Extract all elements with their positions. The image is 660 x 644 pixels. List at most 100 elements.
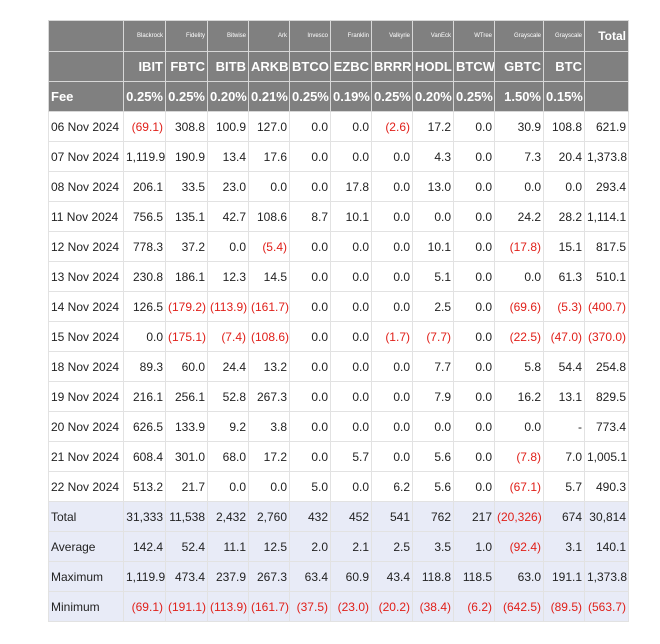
flow-value: 3.1 [543, 531, 585, 562]
flow-value: 14.5 [248, 261, 290, 292]
flow-value: (370.0) [584, 321, 629, 352]
flow-value: 0.0 [371, 141, 413, 172]
flow-value: (161.7) [248, 291, 290, 322]
flow-value: 24.4 [207, 351, 249, 382]
header-cell [584, 51, 629, 82]
flow-value: 216.1 [123, 381, 166, 412]
flow-value: (400.7) [584, 291, 629, 322]
flow-value: (17.8) [494, 231, 544, 262]
flow-value: 118.8 [412, 561, 454, 592]
flow-value: 0.0 [453, 111, 495, 142]
flow-value: (175.1) [165, 321, 208, 352]
flow-value: 0.0 [412, 201, 454, 232]
flow-value: (69.6) [494, 291, 544, 322]
fee-value: 0.15% [543, 81, 585, 112]
flow-value: 0.0 [371, 201, 413, 232]
flow-value: 0.0 [289, 291, 331, 322]
flow-value: (1.7) [371, 321, 413, 352]
flow-value: 0.0 [371, 231, 413, 262]
flow-value: 256.1 [165, 381, 208, 412]
fee-value: 1.50% [494, 81, 544, 112]
issuer-label: Grayscale [543, 20, 585, 52]
flow-value: 2,760 [248, 501, 290, 532]
flow-value: 0.0 [412, 411, 454, 442]
flow-value: 0.0 [330, 141, 372, 172]
row-label: Total [48, 501, 124, 532]
flow-value: 2.1 [330, 531, 372, 562]
flow-value: 5.0 [289, 471, 331, 502]
flow-value: 23.0 [207, 171, 249, 202]
flow-value: 21.7 [165, 471, 208, 502]
flow-value: (20.2) [371, 591, 413, 622]
row-label: 15 Nov 2024 [48, 321, 124, 352]
flow-value: (642.5) [494, 591, 544, 622]
flow-value: (69.1) [123, 591, 166, 622]
flow-value: 0.0 [289, 231, 331, 262]
flow-value: 43.4 [371, 561, 413, 592]
flow-value: 10.1 [412, 231, 454, 262]
row-label: 07 Nov 2024 [48, 141, 124, 172]
flow-value: 60.0 [165, 351, 208, 382]
flow-value: 0.0 [248, 471, 290, 502]
issuer-label: VanEck [412, 20, 454, 52]
fee-value: 0.25% [165, 81, 208, 112]
flow-value: 5.1 [412, 261, 454, 292]
flow-value: 191.1 [543, 561, 585, 592]
flow-value: 4.3 [412, 141, 454, 172]
flow-value: 108.6 [248, 201, 290, 232]
issuer-label: WTree [453, 20, 495, 52]
flow-value: 0.0 [289, 441, 331, 472]
ticker-label: EZBC [330, 51, 372, 82]
ticker-label: HODL [412, 51, 454, 82]
flow-value: 0.0 [371, 261, 413, 292]
flow-value: 1,119.9 [123, 561, 166, 592]
fee-value: 0.25% [371, 81, 413, 112]
header-cell [48, 51, 124, 82]
issuer-label: Blackrock [123, 20, 166, 52]
row-label: 14 Nov 2024 [48, 291, 124, 322]
flow-value: 142.4 [123, 531, 166, 562]
flow-value: 0.0 [371, 351, 413, 382]
flow-value: 773.4 [584, 411, 629, 442]
row-label: 18 Nov 2024 [48, 351, 124, 382]
table-body: Blackrock Fidelity Bitwise Ark Invesco Frankl… [48, 20, 629, 622]
ticker-label: BTCW [453, 51, 495, 82]
flow-value: 0.0 [248, 171, 290, 202]
flow-value: 30,814 [584, 501, 629, 532]
row-label: 20 Nov 2024 [48, 411, 124, 442]
flow-value: 829.5 [584, 381, 629, 412]
flow-value: 12.3 [207, 261, 249, 292]
flow-value: 133.9 [165, 411, 208, 442]
flow-value: 1.0 [453, 531, 495, 562]
flow-value: 24.2 [494, 201, 544, 232]
flow-value: 0.0 [453, 201, 495, 232]
flow-value: (2.6) [371, 111, 413, 142]
flow-value: 5.8 [494, 351, 544, 382]
flow-value: (67.1) [494, 471, 544, 502]
flow-value: 0.0 [289, 111, 331, 142]
table-row: 14 Nov 2024 126.5 (179.2) (113.9) (161.7) 0.0… [48, 291, 629, 322]
flow-value: 1,005.1 [584, 441, 629, 472]
flow-value: 13.1 [543, 381, 585, 412]
flow-value: 1,114.1 [584, 201, 629, 232]
issuer-label: Fidelity [165, 20, 208, 52]
flow-value: 237.9 [207, 561, 249, 592]
flow-value: 0.0 [494, 171, 544, 202]
table-row: 15 Nov 2024 0.0 (175.1) (7.4) (108.6) 0.0 0.0(… [48, 321, 629, 352]
row-label: Average [48, 531, 124, 562]
table-row: 21 Nov 2024 608.4 301.0 68.0 17.2 0.0 5.7 0.0 5.… [48, 441, 629, 472]
flow-value: 61.3 [543, 261, 585, 292]
flow-value: (108.6) [248, 321, 290, 352]
flow-value: 7.7 [412, 351, 454, 382]
flow-value: 0.0 [207, 471, 249, 502]
row-label: 11 Nov 2024 [48, 201, 124, 232]
flow-value: 230.8 [123, 261, 166, 292]
issuer-label: Franklin [330, 20, 372, 52]
flow-value: 63.4 [289, 561, 331, 592]
flow-value: 0.0 [289, 261, 331, 292]
ticker-label: ARKB [248, 51, 290, 82]
row-label: Minimum [48, 591, 124, 622]
flow-value: 293.4 [584, 171, 629, 202]
flow-value: (23.0) [330, 591, 372, 622]
